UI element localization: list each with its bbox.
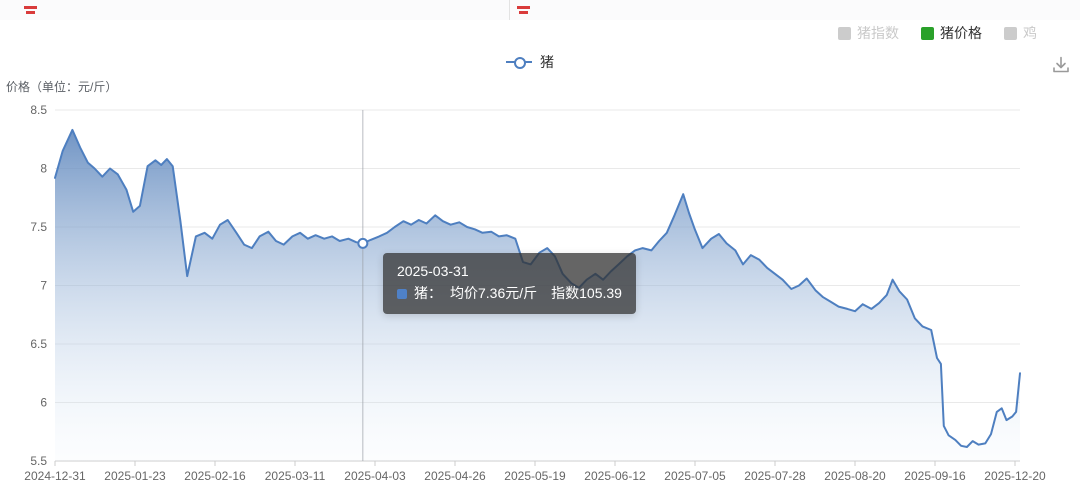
- y-axis-label: 7: [40, 279, 47, 293]
- x-axis-label: 2024-12-31: [24, 469, 86, 483]
- x-axis-label: 2025-09-16: [904, 469, 966, 483]
- chart-card: 猪指数 猪价格 鸡 猪: [0, 20, 1080, 494]
- line-series-marker-icon: [506, 57, 532, 69]
- x-axis-label: 2025-02-16: [184, 469, 246, 483]
- x-axis-label: 2025-12-20: [984, 469, 1046, 483]
- series-legend-label: 猪: [540, 54, 554, 70]
- x-axis-label: 2025-01-23: [104, 469, 166, 483]
- strip-divider: [509, 0, 510, 20]
- tooltip-price: 均价7.36元/斤: [450, 284, 538, 301]
- legend-swatch-icon: [1004, 26, 1017, 40]
- y-axis-label: 6: [40, 396, 47, 410]
- y-axis-label: 7.5: [30, 220, 47, 234]
- red-marker-icon: [24, 6, 37, 15]
- x-axis-label: 2025-07-28: [744, 469, 806, 483]
- top-strip: [0, 0, 1080, 21]
- series-legend[interactable]: 猪: [506, 52, 554, 72]
- chart-tooltip: 2025-03-31 猪： 均价7.36元/斤 指数105.39: [383, 253, 636, 315]
- x-axis-label: 2025-04-26: [424, 469, 486, 483]
- legend-item-pig-index[interactable]: 猪指数: [838, 23, 899, 43]
- hover-point: [357, 237, 369, 249]
- y-axis-label: 8: [40, 162, 47, 176]
- series-selector-legend: 猪指数 猪价格 鸡: [838, 23, 1037, 43]
- tooltip-index: 指数105.39: [551, 284, 622, 301]
- legend-label: 鸡: [1023, 25, 1037, 41]
- legend-item-chicken[interactable]: 鸡: [1004, 23, 1037, 43]
- y-axis-label: 6.5: [30, 337, 47, 351]
- download-icon[interactable]: [1050, 54, 1072, 76]
- legend-swatch-icon: [921, 26, 934, 40]
- download-arrow-icon: [1053, 56, 1069, 73]
- x-axis-label: 2025-03-11: [265, 469, 326, 483]
- legend-label: 猪指数: [857, 25, 899, 41]
- x-axis-label: 2025-07-05: [664, 469, 726, 483]
- legend-swatch-icon: [838, 26, 851, 40]
- legend-item-pig-price[interactable]: 猪价格: [921, 23, 982, 43]
- x-axis-label: 2025-06-12: [584, 469, 646, 483]
- tooltip-date: 2025-03-31: [397, 263, 469, 279]
- x-axis-label: 2025-04-03: [344, 469, 406, 483]
- tooltip-row: 猪： 均价7.36元/斤 指数105.39: [397, 283, 622, 305]
- y-axis-label: 5.5: [30, 454, 47, 468]
- x-axis-label: 2025-05-19: [504, 469, 566, 483]
- y-axis-title: 价格（单位：元/斤）: [6, 80, 118, 94]
- red-marker-icon: [517, 6, 530, 15]
- legend-label: 猪价格: [940, 25, 982, 41]
- y-axis-label: 8.5: [30, 103, 47, 117]
- tooltip-series-marker-icon: [397, 288, 407, 299]
- tooltip-series-label: 猪：: [414, 284, 442, 301]
- x-axis-label: 2025-08-20: [824, 469, 886, 483]
